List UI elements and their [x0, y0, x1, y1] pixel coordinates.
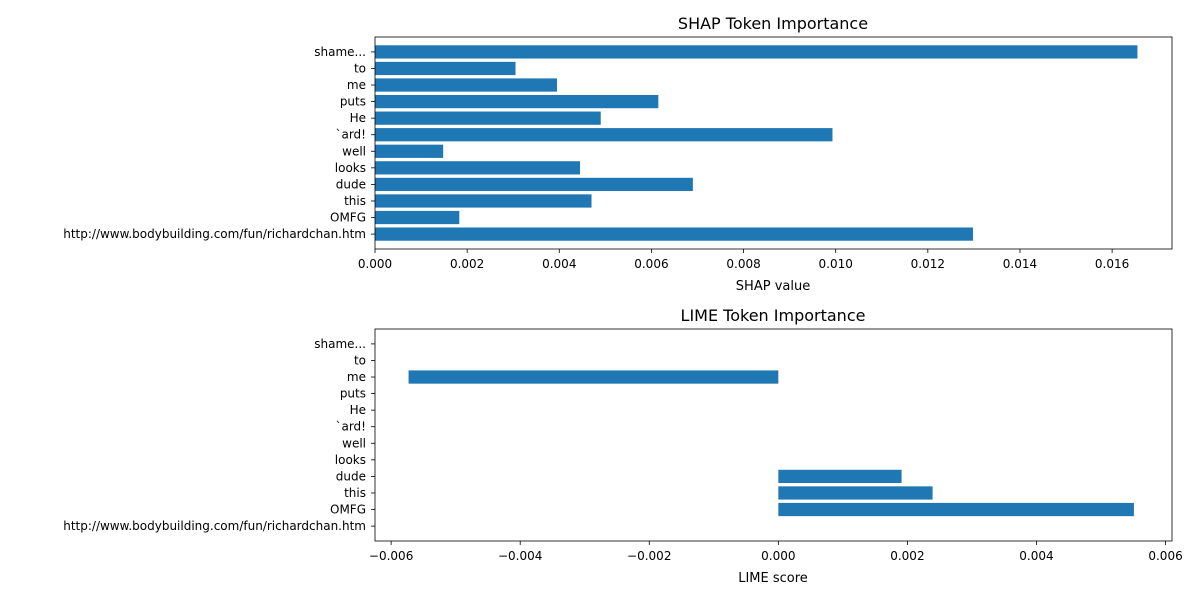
shap-x-tick-label: 0.010: [819, 257, 853, 271]
shap-bar: [375, 194, 592, 208]
shap-chart: SHAP Token Importance SHAP value shame..…: [63, 14, 1173, 294]
shap-y-tick-label: `ard!: [335, 128, 366, 142]
lime-bar: [778, 469, 902, 484]
shap-y-tick-label: puts: [340, 95, 366, 109]
lime-y-tick-label: dude: [336, 469, 366, 483]
shap-bar: [375, 144, 444, 158]
lime-y-tick-label: looks: [335, 453, 366, 467]
shap-x-tick-label: 0.012: [911, 257, 945, 271]
lime-axes-frame: [374, 328, 1173, 542]
lime-y-tick-label: http://www.bodybuilding.com/fun/richardc…: [63, 519, 366, 533]
shap-y-tick-label: well: [342, 144, 366, 158]
lime-x-tick-label: −0.006: [369, 549, 413, 563]
shap-y-tick-label: this: [344, 194, 366, 208]
shap-x-tick-label: 0.000: [358, 257, 392, 271]
shap-x-tick-label: 0.014: [1003, 257, 1037, 271]
shap-x-tick-label: 0.002: [450, 257, 484, 271]
shap-bar: [375, 78, 557, 92]
shap-bar: [375, 128, 833, 142]
lime-x-axis-label: LIME score: [738, 571, 808, 586]
shap-bar: [375, 45, 1138, 59]
lime-x-tick-label: −0.004: [498, 549, 542, 563]
lime-chart: LIME Token Importance LIME score shame..…: [63, 306, 1182, 586]
lime-y-tick-label: OMFG: [330, 503, 366, 517]
shap-y-tick-label: OMFG: [330, 211, 366, 225]
lime-y-tick-label: He: [350, 403, 366, 417]
lime-x-tick-label: 0.000: [761, 549, 795, 563]
lime-x-tick-label: 0.004: [1019, 549, 1053, 563]
shap-y-tick-label: to: [354, 61, 366, 75]
shap-y-tick-label: me: [347, 78, 366, 92]
shap-axes-frame: [374, 36, 1173, 250]
lime-chart-title: LIME Token Importance: [681, 306, 866, 325]
lime-bar: [778, 502, 1134, 517]
shap-y-tick-label: He: [350, 111, 366, 125]
shap-chart-title: SHAP Token Importance: [678, 14, 868, 33]
shap-x-tick-label: 0.008: [726, 257, 760, 271]
shap-x-axis-label: SHAP value: [736, 279, 810, 294]
shap-bar: [375, 61, 516, 76]
shap-y-tick-label: http://www.bodybuilding.com/fun/richardc…: [63, 227, 366, 241]
lime-y-tick-label: me: [347, 370, 366, 384]
lime-y-tick-label: to: [354, 353, 366, 367]
lime-x-tick-label: 0.006: [1148, 549, 1182, 563]
shap-x-tick-label: 0.004: [542, 257, 576, 271]
lime-x-tick-label: 0.002: [890, 549, 924, 563]
lime-y-tick-label: this: [344, 486, 366, 500]
lime-bar: [778, 486, 933, 500]
shap-bar: [375, 227, 973, 241]
shap-bar: [375, 177, 693, 192]
lime-y-tick-label: `ard!: [335, 420, 366, 434]
shap-bar: [375, 94, 659, 109]
shap-y-tick-label: shame...: [314, 45, 366, 59]
shap-x-tick-label: 0.016: [1095, 257, 1129, 271]
lime-y-tick-label: well: [342, 436, 366, 450]
lime-y-tick-label: puts: [340, 387, 366, 401]
shap-y-tick-label: looks: [335, 161, 366, 175]
shap-bar: [375, 210, 460, 225]
lime-y-tick-label: shame...: [314, 337, 366, 351]
shap-bar: [375, 111, 601, 125]
shap-x-tick-label: 0.006: [634, 257, 668, 271]
lime-bar: [408, 370, 779, 384]
shap-bar: [375, 161, 581, 175]
lime-x-tick-label: −0.002: [627, 549, 671, 563]
shap-y-tick-label: dude: [336, 177, 366, 191]
